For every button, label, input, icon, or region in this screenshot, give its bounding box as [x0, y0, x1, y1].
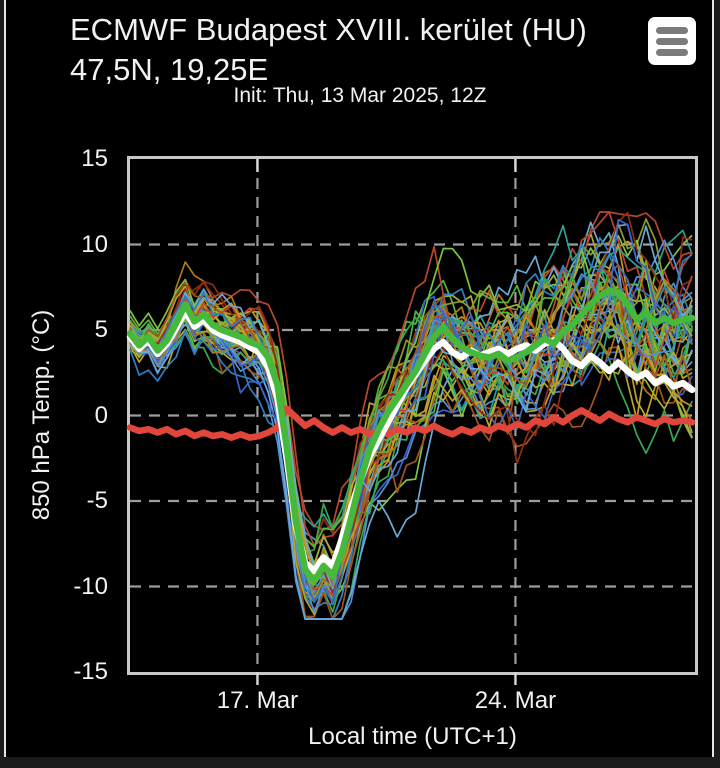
chart-subtitle-coordinates: 47,5N, 19,25E [70, 52, 269, 87]
x-axis-title: Local time (UTC+1) [308, 723, 517, 750]
ensemble-member-line [129, 211, 693, 594]
ensemble-member-line [129, 312, 693, 620]
chart-canvas [126, 159, 696, 685]
hamburger-bar [656, 48, 688, 56]
x-tick-label: 17. Mar [216, 687, 299, 714]
y-tick-label: 15 [81, 145, 108, 172]
ensemble-member-line [129, 278, 693, 582]
y-tick-label: -15 [73, 658, 108, 685]
ensemble-member-line [129, 299, 693, 586]
ensemble-mean-line [126, 287, 696, 585]
x-tick-label: 24. Mar [474, 687, 557, 714]
menu-button[interactable] [648, 17, 696, 65]
y-tick-label: 10 [81, 230, 108, 258]
init-time-label: Init: Thu, 13 Mar 2025, 12Z [233, 84, 487, 107]
y-tick-label: 5 [94, 316, 108, 343]
y-tick-label: 0 [94, 401, 108, 429]
ensemble-member-line [129, 223, 693, 590]
climate-mean-line [126, 405, 696, 441]
hamburger-bar [656, 26, 688, 34]
y-tick-label: -5 [86, 487, 108, 514]
y-tick-label: -10 [73, 572, 108, 600]
chart-title: ECMWF Budapest XVIII. kerület (HU) [70, 12, 587, 47]
hamburger-bar [656, 37, 688, 45]
ensemble-member-line [129, 242, 693, 603]
